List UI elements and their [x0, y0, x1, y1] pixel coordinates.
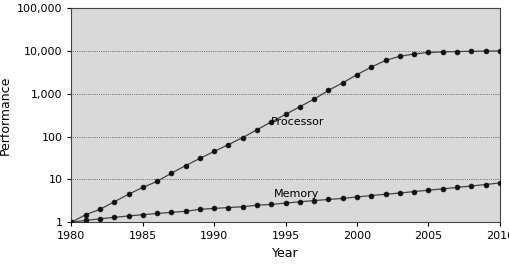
Y-axis label: Performance: Performance — [0, 76, 11, 155]
X-axis label: Year: Year — [272, 247, 298, 260]
Text: Memory: Memory — [274, 189, 319, 199]
Text: Processor: Processor — [271, 117, 324, 127]
